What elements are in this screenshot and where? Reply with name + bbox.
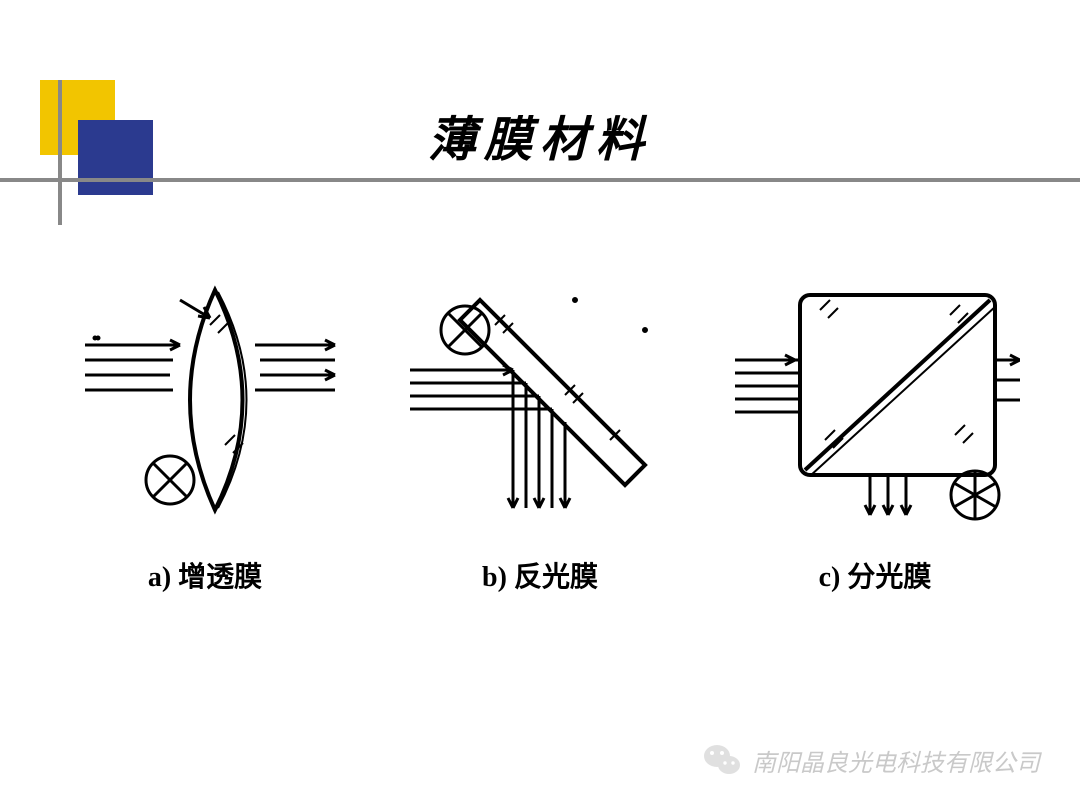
caption-b: b) 反光膜 (395, 555, 685, 595)
diagram-c-svg (730, 270, 1020, 530)
diagram-c: c) 分光膜 (730, 270, 1020, 595)
slide-title: 薄膜材料 (0, 100, 1080, 170)
diagram-a-svg (60, 270, 350, 530)
diagram-b: b) 反光膜 (395, 270, 685, 595)
diagram-a: a) 增透膜 (60, 270, 350, 595)
horizontal-divider (0, 178, 1080, 182)
diagram-b-svg (395, 270, 685, 530)
diagram-row: a) 增透膜 (60, 270, 1020, 595)
wechat-icon (702, 740, 742, 780)
watermark-text: 南阳晶良光电科技有限公司 (752, 743, 1040, 778)
caption-c: c) 分光膜 (730, 555, 1020, 595)
caption-a: a) 增透膜 (60, 555, 350, 595)
watermark: 南阳晶良光电科技有限公司 (702, 740, 1040, 780)
